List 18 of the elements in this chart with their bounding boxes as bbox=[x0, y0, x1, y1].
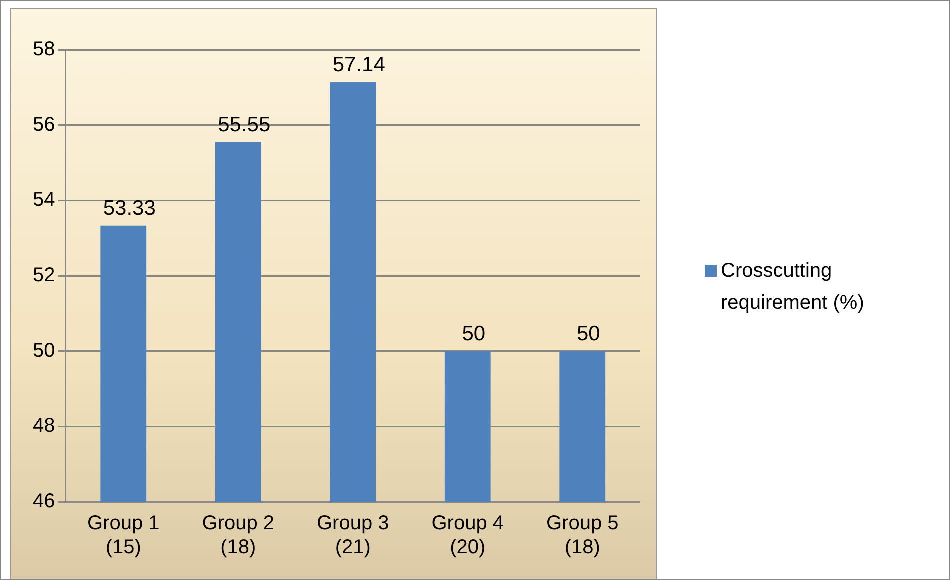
y-tick-label: 46 bbox=[32, 490, 56, 513]
x-tick-label: Group 2 (18) bbox=[202, 512, 275, 559]
y-tick-label: 52 bbox=[32, 264, 56, 287]
data-label: 50 bbox=[462, 322, 486, 346]
data-label: 50 bbox=[576, 322, 600, 346]
x-tick-label: Group 3 (21) bbox=[316, 512, 390, 559]
y-tick-label: 54 bbox=[32, 189, 56, 212]
data-label: 57.14 bbox=[332, 54, 386, 77]
data-label: 55.55 bbox=[218, 114, 271, 137]
x-tick-label: Group 4 (20) bbox=[432, 512, 504, 559]
x-tick-label: Group 5 (18) bbox=[546, 512, 619, 559]
y-tick-label: 50 bbox=[32, 340, 56, 362]
y-tick-label: 48 bbox=[32, 415, 56, 438]
y-tick-label: 56 bbox=[32, 114, 56, 136]
y-tick-label: 58 bbox=[32, 38, 56, 61]
data-label: 53.33 bbox=[103, 197, 156, 220]
legend-label: Crosscutting requirement (%) bbox=[721, 259, 866, 316]
x-tick-label: Group 1 (15) bbox=[87, 512, 160, 559]
